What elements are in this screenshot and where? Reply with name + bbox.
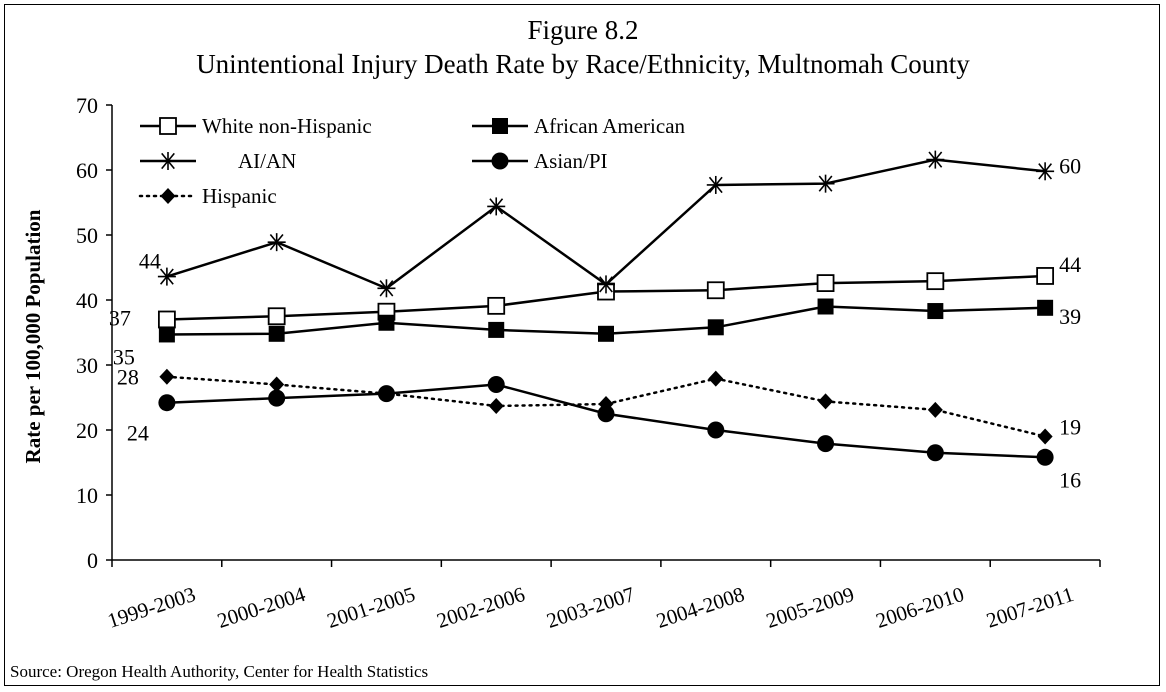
marker-filled-circle <box>817 435 835 453</box>
marker-filled-diamond <box>159 368 175 385</box>
y-tick-label: 30 <box>76 353 98 378</box>
marker-filled-diamond <box>488 397 504 414</box>
data-label: 35 <box>113 344 135 369</box>
x-tick-label: 2003-2007 <box>544 582 638 633</box>
marker-asterisk <box>597 275 615 294</box>
x-tick-label: 2007-2011 <box>983 582 1076 633</box>
marker-open-square <box>159 117 177 135</box>
y-tick-label: 50 <box>76 223 98 248</box>
marker-filled-circle <box>597 405 615 423</box>
data-label: 19 <box>1059 415 1081 440</box>
marker-asterisk <box>816 174 835 193</box>
x-tick-label: 2006-2010 <box>873 582 967 633</box>
marker-filled-circle <box>707 421 725 439</box>
x-tick-label: 2004-2008 <box>653 582 747 633</box>
marker-open-square <box>926 272 945 291</box>
marker-filled-circle <box>491 152 509 170</box>
data-label: 60 <box>1059 153 1081 178</box>
marker-filled-square <box>492 118 508 134</box>
marker-filled-square <box>268 325 285 342</box>
y-tick-label: 40 <box>76 288 98 313</box>
data-label: 16 <box>1059 467 1081 492</box>
marker-filled-diamond <box>598 396 614 412</box>
legend-label: African American <box>534 114 686 138</box>
figure-frame <box>4 4 1160 686</box>
marker-asterisk <box>487 197 506 216</box>
marker-open-square <box>706 281 725 300</box>
marker-filled-square <box>598 325 614 342</box>
y-tick-label: 60 <box>76 158 98 183</box>
legend-label: AI/AN <box>238 149 296 173</box>
x-tick-label: 2001-2005 <box>324 582 418 633</box>
y-tick-label: 70 <box>76 93 98 118</box>
marker-filled-square <box>378 314 395 331</box>
y-tick-label: 0 <box>87 548 98 573</box>
marker-asterisk <box>1036 162 1055 181</box>
marker-filled-diamond <box>708 370 724 387</box>
marker-open-square <box>816 274 835 293</box>
figure-title: Figure 8.2 <box>527 15 639 45</box>
marker-filled-square <box>927 303 944 320</box>
marker-asterisk <box>706 175 725 194</box>
marker-filled-diamond <box>818 393 834 410</box>
data-label: 44 <box>1059 252 1081 277</box>
x-tick-label: 2000-2004 <box>214 582 308 633</box>
marker-filled-diamond <box>1037 428 1053 445</box>
chart-title: Unintentional Injury Death Rate by Race/… <box>196 49 970 79</box>
x-tick-label: 1999-2003 <box>104 582 198 633</box>
data-label: 37 <box>109 306 131 331</box>
legend-label: Asian/PI <box>534 149 608 173</box>
legend-label: White non-Hispanic <box>202 114 372 138</box>
y-tick-label: 10 <box>76 483 98 508</box>
y-tick-label: 20 <box>76 418 98 443</box>
x-tick-label: 2005-2009 <box>763 582 857 633</box>
marker-filled-square <box>1037 299 1054 316</box>
data-label: 28 <box>117 365 139 390</box>
marker-filled-diamond <box>378 385 394 402</box>
series-line-2 <box>166 158 1046 290</box>
marker-open-square <box>157 310 176 329</box>
marker-filled-circle <box>487 376 505 393</box>
marker-open-square <box>1036 267 1055 285</box>
marker-filled-diamond <box>927 401 943 418</box>
source-note: Source: Oregon Health Authority, Center … <box>10 662 429 681</box>
marker-asterisk <box>159 152 177 170</box>
marker-filled-circle <box>1036 448 1054 466</box>
marker-asterisk <box>377 279 396 298</box>
data-label: 44 <box>139 249 161 274</box>
y-axis-label: Rate per 100,000 Population <box>21 209 45 463</box>
marker-filled-circle <box>268 389 286 407</box>
x-tick-label: 2002-2006 <box>434 582 528 633</box>
marker-filled-square <box>158 326 175 343</box>
marker-filled-diamond <box>269 376 285 393</box>
marker-filled-circle <box>158 394 176 412</box>
marker-open-square <box>487 296 506 315</box>
legend-label: Hispanic <box>202 184 277 208</box>
marker-asterisk <box>926 150 945 169</box>
data-label: 24 <box>127 421 149 446</box>
data-label: 39 <box>1059 304 1081 329</box>
marker-filled-diamond <box>160 188 176 204</box>
marker-open-square <box>267 307 286 326</box>
marker-filled-square <box>488 321 505 338</box>
marker-asterisk <box>267 233 286 252</box>
marker-filled-square <box>707 319 724 336</box>
marker-filled-circle <box>926 444 944 462</box>
marker-filled-square <box>817 298 834 315</box>
marker-asterisk <box>157 267 176 286</box>
